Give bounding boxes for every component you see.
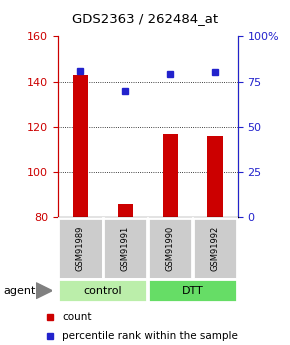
Text: count: count: [62, 312, 92, 322]
Text: GSM91991: GSM91991: [121, 226, 130, 271]
Text: GSM91989: GSM91989: [76, 226, 85, 271]
Text: percentile rank within the sample: percentile rank within the sample: [62, 331, 238, 341]
Bar: [148, 279, 237, 302]
Bar: [117, 204, 133, 217]
Text: control: control: [84, 286, 122, 296]
Bar: [193, 218, 237, 279]
Text: DTT: DTT: [182, 286, 204, 296]
Bar: [207, 136, 223, 217]
Bar: [104, 218, 147, 279]
Text: GDS2363 / 262484_at: GDS2363 / 262484_at: [72, 12, 218, 25]
Bar: [59, 279, 147, 302]
Text: GSM91990: GSM91990: [166, 226, 175, 271]
Bar: [148, 218, 192, 279]
Bar: [162, 134, 178, 217]
Bar: [59, 218, 102, 279]
Text: GSM91992: GSM91992: [211, 226, 220, 271]
Polygon shape: [36, 283, 52, 298]
Text: agent: agent: [3, 286, 35, 296]
Bar: [72, 75, 88, 217]
